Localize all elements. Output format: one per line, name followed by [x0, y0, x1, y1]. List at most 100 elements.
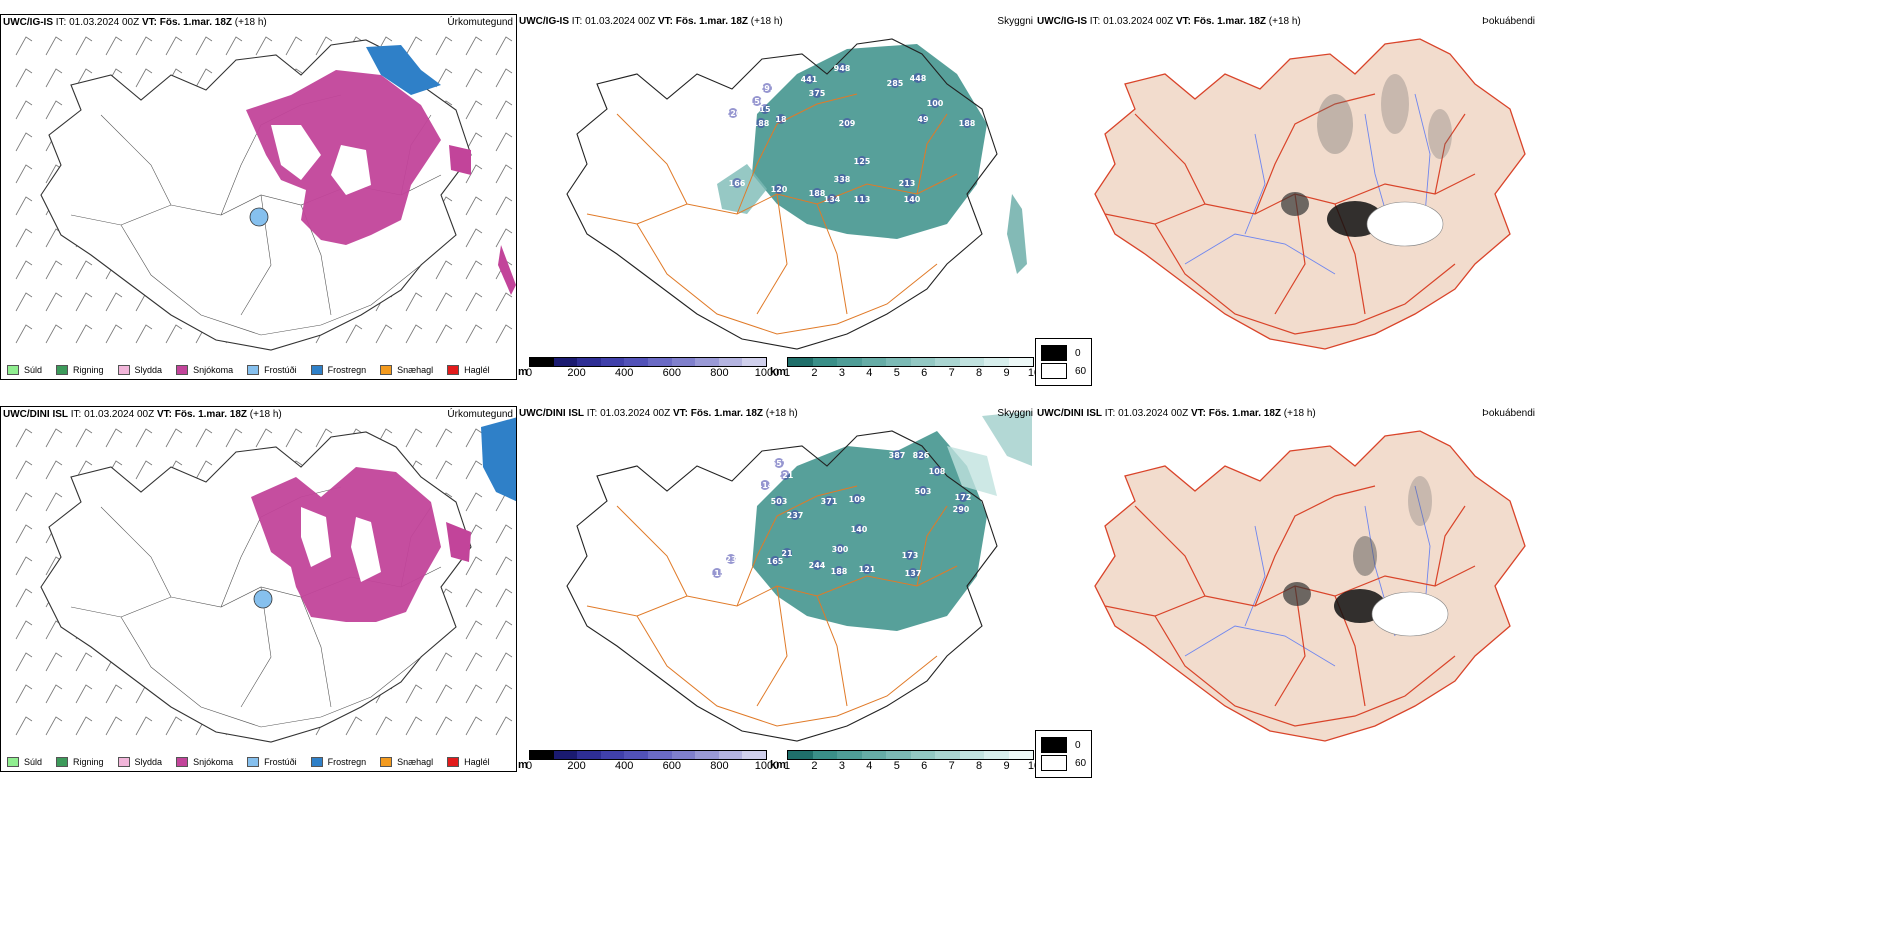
river-line: [1414, 485, 1431, 607]
cloud-base-label: 441: [801, 75, 818, 84]
wind-barb: [15, 196, 33, 216]
wind-barb: [105, 292, 123, 312]
road-line: [1154, 223, 1456, 335]
legend-swatch: [176, 365, 189, 375]
cloud-base-label: 414: [757, 481, 774, 490]
road-line: [1434, 113, 1466, 195]
wind-barb: [345, 716, 363, 736]
wind-barb: [435, 324, 453, 344]
wind-barb: [195, 428, 213, 448]
colorbar-step: [910, 751, 935, 759]
wind-barb: [255, 36, 273, 56]
colorbar-tick: 200: [567, 760, 586, 772]
cloud-base-label: 172: [955, 493, 972, 502]
visibility-colorbar-top: km 1 2 3 4 5 6 7 8 9 10: [770, 357, 1040, 379]
precip-title-bottom: UWC/DINI ISL IT: 01.03.2024 00Z VT: Fös.…: [3, 409, 282, 420]
colorbar-tick: 6: [921, 760, 928, 772]
wind-barb: [15, 460, 33, 480]
cloud-base-label: 291: [759, 84, 776, 93]
legend-swatch: [247, 757, 260, 767]
road-line: [1134, 113, 1206, 205]
river-line: [1184, 625, 1336, 667]
cloud-base-ticks: 0 200 400 600 800 1000: [526, 760, 779, 772]
legend-item: Frostregn: [310, 757, 366, 767]
wind-barb: [465, 36, 483, 56]
cloud-base-label: 244: [809, 561, 826, 570]
colorbar-step: [624, 358, 648, 366]
wind-barb: [195, 460, 213, 480]
colorbar-tick: 5: [893, 760, 900, 772]
wind-barb: [135, 68, 153, 88]
legend-item: Súld: [7, 757, 42, 767]
wind-barb: [165, 324, 183, 344]
wind-barb: [435, 68, 453, 88]
colorbar-tick: 7: [948, 760, 955, 772]
cloud-base-label: 448: [910, 74, 927, 83]
road-line: [1274, 193, 1306, 315]
wind-barb: [225, 428, 243, 448]
road-line: [1254, 93, 1376, 215]
colorbar-tick: 200: [567, 367, 586, 379]
cloud-base-spot: [732, 178, 742, 188]
wind-barb: [465, 292, 483, 312]
cloud-base-spot: [907, 194, 917, 204]
legend-label: Haglél: [464, 757, 490, 767]
colorbar-tick: 1000: [754, 367, 780, 379]
cloud-base-spot: [782, 548, 792, 558]
wind-barb: [15, 36, 33, 56]
colorbar-step: [788, 751, 813, 759]
road-line: [636, 223, 938, 335]
road-line: [916, 113, 948, 195]
cloud-base-label: 108: [929, 467, 946, 476]
road-line: [816, 595, 848, 707]
cloud-panel-name-bottom: Skyggni: [997, 408, 1033, 419]
colorbar-step: [788, 358, 813, 366]
road-line: [616, 113, 688, 205]
colorbar-tick: 800: [710, 367, 729, 379]
wind-barb: [45, 652, 63, 672]
road-line: [100, 506, 172, 598]
wind-barb: [195, 36, 213, 56]
legend-label: Snæhagl: [397, 365, 434, 375]
wind-barb: [225, 36, 243, 56]
cloud-base-label: 503: [915, 487, 932, 496]
cloud-base-label: 18: [775, 115, 787, 124]
wind-barb: [15, 588, 33, 608]
road-line: [916, 505, 948, 587]
wind-barb: [15, 620, 33, 640]
cloud-base-label: 140: [904, 195, 921, 204]
cloud-base-spot: [837, 174, 847, 184]
wind-barb: [15, 292, 33, 312]
wind-barb: [495, 292, 513, 312]
colorbar-step: [886, 751, 911, 759]
road-line: [300, 596, 332, 708]
colorbar-step: [647, 358, 672, 366]
wind-barb: [495, 556, 513, 576]
cloud-base-spot: [958, 492, 968, 502]
road-line: [120, 224, 422, 336]
wind-barb: [15, 228, 33, 248]
cloud-base-spot: [852, 494, 862, 504]
cloud-base-spot: [827, 194, 837, 204]
colorbar-tick: 4: [866, 367, 873, 379]
cloud-base-spot: [837, 63, 847, 73]
colorbar-step: [671, 751, 696, 759]
colorbar-step: [530, 751, 554, 759]
colorbar-step: [861, 358, 886, 366]
cloud-base-label: 285: [887, 79, 904, 88]
legend-item: Haglél: [447, 365, 490, 375]
precip-panel-bottom: UWC/DINI ISL IT: 01.03.2024 00Z VT: Fös.…: [0, 406, 517, 772]
cloud-base-colorbar-bottom: m 0 200 400 600 800 1000: [518, 750, 779, 772]
road-line: [1274, 585, 1306, 707]
river-line: [1184, 233, 1336, 275]
colorbar-tick: 1: [783, 760, 791, 772]
fog-legend-label: 0: [1075, 347, 1081, 359]
colorbar-step: [624, 751, 648, 759]
colorbar-tick: 400: [615, 760, 634, 772]
cloud-base-label: 109: [849, 495, 866, 504]
wind-barb: [45, 460, 63, 480]
wind-barb: [315, 36, 333, 56]
precip-title-top: UWC/IG-IS IT: 01.03.2024 00Z VT: Fös. 1.…: [3, 17, 267, 28]
colorbar-tick: 0: [525, 367, 533, 379]
